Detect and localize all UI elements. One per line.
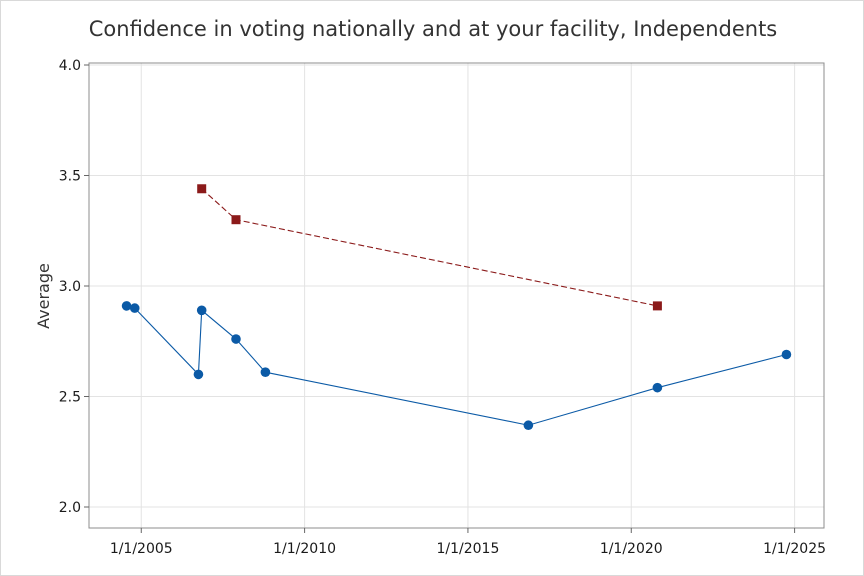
data-point-your-facility xyxy=(231,215,241,225)
y-axis-label: Average xyxy=(34,263,53,329)
grid-layer xyxy=(89,63,824,528)
series-line-national xyxy=(126,305,787,426)
data-point-national xyxy=(652,382,663,393)
data-point-national xyxy=(193,369,204,380)
data-point-national xyxy=(121,301,132,311)
x-tick-label: 1/1/2010 xyxy=(273,541,336,557)
y-tick-label: 2.5 xyxy=(59,390,81,406)
series-layer xyxy=(121,184,792,431)
x-tick-label: 1/1/2020 xyxy=(600,541,663,557)
y-tick-label: 2.0 xyxy=(59,500,81,516)
data-point-national xyxy=(260,367,271,377)
axis-layer: 2.0 2.5 3.0 3.5 4.0 1/1/2005 1/1/2010 1/1/2015 1… xyxy=(59,58,826,557)
x-tick-label: 1/1/2005 xyxy=(110,541,173,557)
data-point-national xyxy=(523,420,534,431)
y-tick-label: 3.5 xyxy=(59,169,81,185)
y-tick-label: 4.0 xyxy=(59,58,81,74)
data-point-national xyxy=(781,349,792,360)
x-tick-label: 1/1/2025 xyxy=(763,541,826,557)
data-point-your-facility xyxy=(197,184,207,194)
x-tick-label: 1/1/2015 xyxy=(436,541,499,557)
data-point-national xyxy=(129,303,140,313)
y-tick-label: 3.0 xyxy=(59,279,81,295)
data-point-your-facility xyxy=(652,301,662,311)
plot-area xyxy=(88,62,825,529)
chart-title: Confidence in voting nationally and at y… xyxy=(89,17,778,41)
data-point-national xyxy=(196,305,207,316)
data-point-national xyxy=(231,334,241,344)
series-line-your-facility xyxy=(201,188,658,307)
